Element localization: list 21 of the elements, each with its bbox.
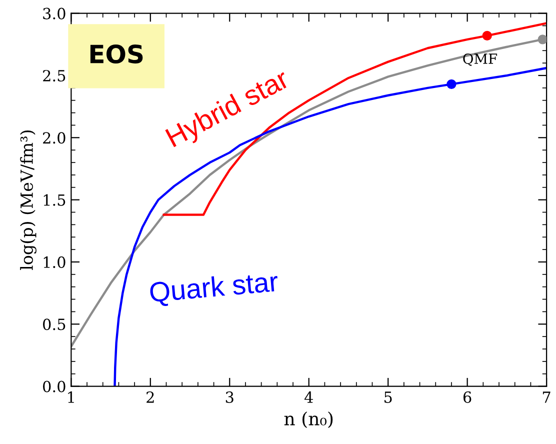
- line-series: [114, 66, 547, 386]
- y-tick-label: 2.5: [43, 70, 66, 82]
- y-tick-label: 1.0: [44, 256, 66, 268]
- x-axis-title: n (n₀): [284, 411, 333, 428]
- x-tick-label: 2: [146, 391, 154, 403]
- x-tick-label: 6: [463, 391, 472, 403]
- x-tick-label: 7: [542, 392, 550, 403]
- annotation: EOS: [90, 44, 143, 64]
- x-tick-label: 5: [384, 392, 392, 403]
- x-tick-label: 4: [304, 391, 313, 403]
- y-tick-label: 2.0: [43, 132, 66, 144]
- line-series: [162, 22, 547, 216]
- x-tick-label: 3: [226, 391, 234, 403]
- series-label: QMF: [463, 53, 498, 66]
- y-tick-label: 3.0: [43, 8, 66, 20]
- y-axis-title: log(p) (MeV/fm³): [20, 130, 36, 270]
- x-tick-label: 1: [68, 391, 74, 403]
- y-tick-label: 0.5: [43, 318, 66, 330]
- y-tick-label: 1.5: [44, 194, 66, 206]
- series-label: Quark star: [149, 270, 279, 308]
- y-tick-label: 0.0: [43, 380, 66, 392]
